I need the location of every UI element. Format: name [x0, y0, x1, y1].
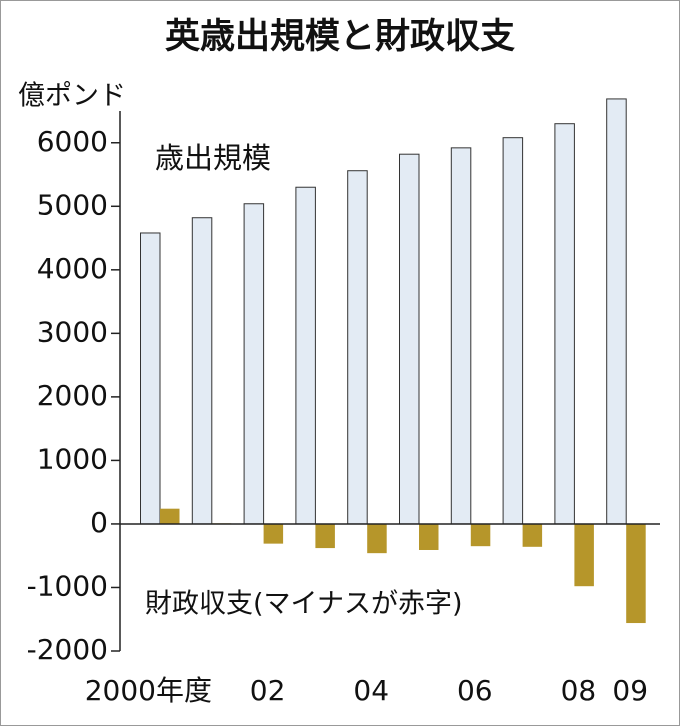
x-tick-label: 08	[561, 674, 597, 707]
y-axis-label: 億ポンド	[18, 81, 126, 112]
bar	[554, 123, 575, 525]
bar	[191, 217, 213, 525]
bar	[295, 186, 316, 525]
bar	[263, 523, 284, 544]
x-tick-label: 02	[250, 674, 286, 707]
y-tick-label: 2000	[37, 379, 108, 412]
bar	[315, 523, 335, 549]
bar	[140, 232, 161, 525]
y-tick-label: 3000	[37, 315, 108, 348]
chart-title: 英歳出規模と財政収支	[165, 17, 515, 57]
bar	[522, 523, 543, 547]
bar	[470, 523, 491, 547]
bar	[367, 523, 387, 554]
series-label: 財政収支(マイナスが赤字)	[145, 589, 463, 620]
series-label: 歳出規模	[155, 141, 271, 175]
bar	[160, 508, 180, 524]
x-tick-label: 2000年度	[85, 674, 212, 707]
y-tick-label: 4000	[37, 252, 108, 285]
y-tick-label: -1000	[27, 569, 108, 602]
bar	[574, 523, 594, 587]
y-tick-label: 6000	[37, 125, 108, 158]
bar	[606, 98, 627, 525]
bar	[347, 170, 368, 525]
y-tick-label: 1000	[37, 442, 108, 475]
x-tick-label: 09	[612, 674, 648, 707]
bar	[419, 523, 439, 550]
x-tick-label: 04	[353, 674, 389, 707]
y-tick-label: -2000	[27, 633, 108, 666]
x-tick-label: 06	[457, 674, 493, 707]
bar	[502, 137, 524, 525]
bar	[399, 153, 420, 525]
y-tick-label: 0	[90, 506, 108, 539]
bar	[243, 203, 265, 525]
bar	[626, 523, 646, 624]
bar	[450, 147, 472, 525]
y-tick-label: 5000	[37, 188, 108, 221]
